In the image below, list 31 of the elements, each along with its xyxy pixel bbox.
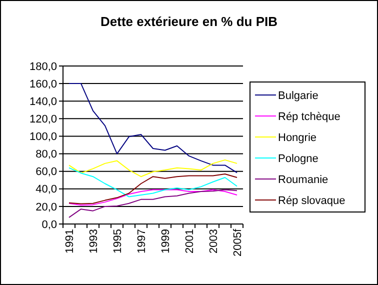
- x-tick-label: 2003: [208, 229, 220, 254]
- x-tick-label: 2001: [184, 229, 196, 254]
- line-series: [68, 167, 238, 198]
- chart-title: Dette extérieure en % du PIB: [100, 14, 278, 29]
- line-series: [68, 189, 238, 218]
- x-tick-label: 1995: [112, 229, 124, 254]
- x-tick-label: 1999: [160, 229, 172, 254]
- line-series: [68, 173, 238, 204]
- x-tick-label: 1997: [136, 229, 148, 254]
- y-tick-label: 120,0: [29, 114, 57, 126]
- y-tick-label: 80,0: [36, 148, 57, 161]
- legend-label: Rép tchèque: [278, 110, 340, 123]
- y-tick-label: 160,0: [29, 78, 57, 90]
- legend-label: Bulgarie: [278, 90, 318, 102]
- line-series: [68, 83, 238, 174]
- line-series: [68, 159, 238, 178]
- line-series: [68, 189, 238, 206]
- y-tick-label: 100,0: [29, 131, 57, 144]
- legend-label: Pologne: [278, 152, 318, 165]
- y-tick-label: 140,0: [29, 96, 57, 108]
- x-tick-label: 1991: [64, 229, 76, 254]
- y-tick-label: 40,0: [36, 184, 57, 196]
- legend-label: Hongrie: [278, 132, 317, 144]
- y-tick-label: 60,0: [36, 166, 57, 178]
- legend-label: Rép slovaque: [278, 194, 346, 207]
- y-tick-label: 20,0: [36, 201, 57, 214]
- y-tick-label: 0,0: [42, 218, 57, 231]
- y-tick-label: 180,0: [29, 60, 57, 73]
- x-tick-label: 1993: [88, 229, 100, 254]
- x-tick-label: 2005f: [232, 228, 244, 257]
- legend-label: Roumanie: [278, 174, 328, 186]
